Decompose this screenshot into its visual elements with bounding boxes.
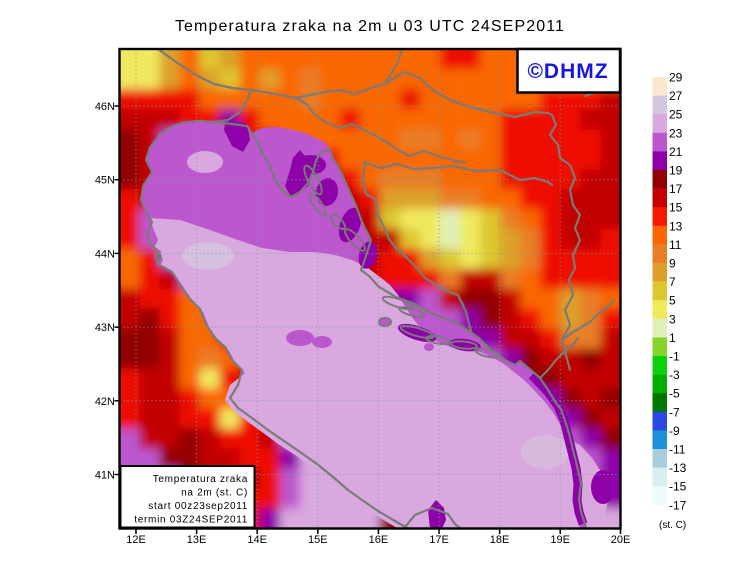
svg-text:5: 5 (669, 294, 676, 308)
svg-text:7: 7 (669, 275, 676, 289)
svg-text:25: 25 (669, 108, 683, 122)
svg-text:9: 9 (669, 257, 676, 271)
svg-text:3: 3 (669, 312, 676, 326)
svg-text:-13: -13 (669, 461, 687, 475)
svg-text:19: 19 (669, 164, 683, 178)
svg-text:12E: 12E (126, 534, 146, 546)
svg-text:-3: -3 (669, 368, 680, 382)
svg-text:-17: -17 (669, 498, 687, 512)
svg-text:23: 23 (669, 126, 683, 140)
svg-text:17E: 17E (429, 534, 449, 546)
svg-text:termin 03Z24SEP2011: termin 03Z24SEP2011 (134, 515, 248, 526)
svg-text:15: 15 (669, 201, 683, 215)
svg-text:13: 13 (669, 219, 683, 233)
svg-text:start 00z23sep2011: start 00z23sep2011 (148, 501, 248, 512)
svg-text:27: 27 (669, 89, 683, 103)
svg-text:Temperatura zraka: Temperatura zraka (153, 474, 248, 485)
svg-text:19E: 19E (550, 534, 570, 546)
svg-text:41N: 41N (95, 470, 115, 482)
svg-text:18E: 18E (490, 534, 510, 546)
svg-text:29: 29 (669, 71, 683, 85)
svg-text:14E: 14E (247, 534, 267, 546)
svg-text:1: 1 (669, 331, 676, 345)
svg-text:15E: 15E (308, 534, 328, 546)
svg-text:17: 17 (669, 182, 683, 196)
svg-text:44N: 44N (95, 248, 115, 260)
svg-text:16E: 16E (369, 534, 389, 546)
svg-text:-1: -1 (669, 350, 680, 364)
svg-text:-9: -9 (669, 424, 680, 438)
svg-text:42N: 42N (95, 396, 115, 408)
svg-text:46N: 46N (95, 101, 115, 113)
svg-text:-11: -11 (669, 443, 686, 457)
svg-text:(st. C): (st. C) (659, 520, 686, 531)
svg-text:-15: -15 (669, 480, 687, 494)
svg-text:43N: 43N (95, 322, 115, 334)
svg-text:Temperatura zraka na 2m u 03 U: Temperatura zraka na 2m u 03 UTC 24SEP20… (175, 18, 565, 35)
svg-text:21: 21 (669, 145, 683, 159)
svg-text:©DHMZ: ©DHMZ (527, 60, 608, 83)
svg-text:45N: 45N (95, 175, 115, 187)
svg-text:-5: -5 (669, 387, 680, 401)
svg-text:11: 11 (669, 238, 682, 252)
svg-text:-7: -7 (669, 405, 680, 419)
svg-text:20E: 20E (611, 534, 631, 546)
svg-text:na 2m (st. C): na 2m (st. C) (181, 488, 248, 499)
svg-text:13E: 13E (187, 534, 207, 546)
